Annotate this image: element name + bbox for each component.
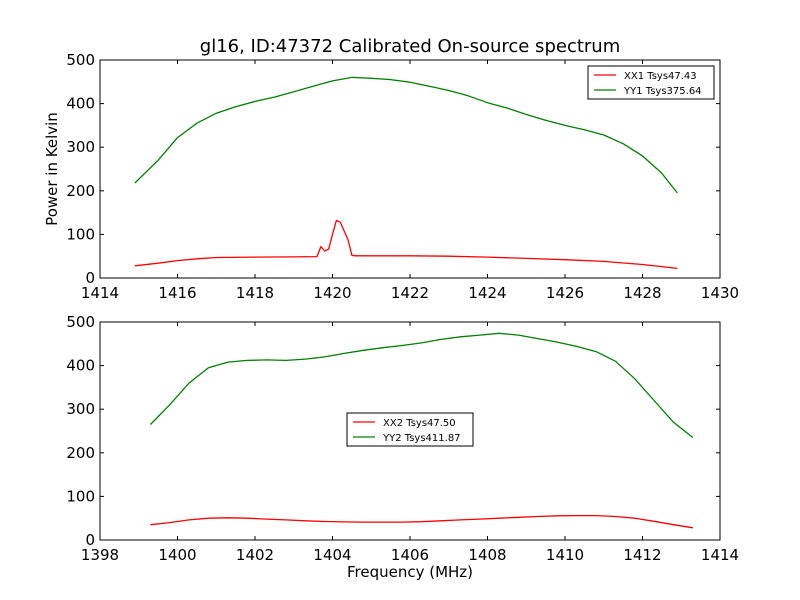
y-tick-label: 0 [85,531,95,549]
x-tick-label: 1416 [158,284,196,302]
y-axis-label: Power in Kelvin [43,112,61,226]
x-tick-label: 1414 [701,546,739,564]
x-tick-label: 1400 [158,546,196,564]
x-tick-label: 1428 [623,284,661,302]
y-tick-label: 400 [66,357,95,375]
x-tick-label: 1414 [81,284,119,302]
legend-label: YY1 Tsys375.64 [623,86,702,97]
y-tick-label: 500 [66,313,95,331]
y-tick-label: 300 [66,138,95,156]
series-line-yy1 [134,76,678,194]
legend-box [587,65,715,100]
x-tick-label: 1412 [623,546,661,564]
x-tick-label: 1402 [236,546,274,564]
series-line-xx1 [134,219,678,270]
legend: XX2 Tsys47.50 YY2 Tsys411.87 [346,412,474,447]
legend-label: XX1 Tsys47.43 [624,71,697,82]
bottom-panel-xlabel: Frequency (MHz) [347,563,473,581]
x-tick-label: 1398 [81,546,119,564]
bottom-panel: 1398 1400 1402 1404 1406 1408 1410 1412 1414 0 100… [66,313,739,564]
y-tick-label: 100 [66,487,95,505]
y-tick-label: 0 [85,269,95,287]
x-tick-label: 1420 [313,284,351,302]
figure-title: gl16, ID:47372 Calibrated On-source spec… [200,36,620,57]
x-tick-label: 1424 [468,284,506,302]
x-tick-label: 1404 [313,546,351,564]
legend: XX1 Tsys47.43 YY1 Tsys375.64 [587,65,715,100]
x-tick-label: 1410 [546,546,584,564]
y-tick-label: 100 [66,225,95,243]
y-tick-label: 500 [66,51,95,69]
legend-label: YY2 Tsys411.87 [382,433,461,444]
series-line-xx2 [150,514,694,529]
x-tick-label: 1408 [468,546,506,564]
x-tick-label: 1406 [391,546,429,564]
legend-label: XX2 Tsys47.50 [383,418,456,429]
x-tick-label: 1426 [546,284,584,302]
y-tick-label: 200 [66,444,95,462]
top-panel-ylabel: Power in Kelvin [43,112,61,226]
y-tick-label: 400 [66,95,95,113]
series-line-yy2 [149,332,694,439]
legend-box [346,412,474,447]
x-tick-label: 1430 [701,284,739,302]
top-panel: 1414 1416 1418 1420 1422 1424 1426 1428 1430 0 100… [66,51,739,302]
x-tick-label: 1422 [391,284,429,302]
y-tick-label: 200 [66,182,95,200]
x-tick-label: 1418 [236,284,274,302]
y-tick-label: 300 [66,400,95,418]
